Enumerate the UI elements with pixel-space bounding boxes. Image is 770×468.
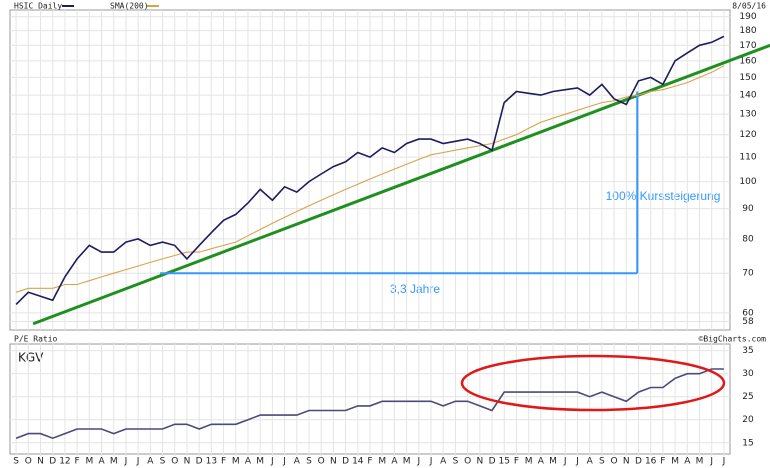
- x-tick-label: 16: [645, 457, 657, 467]
- x-tick-label: M: [403, 457, 411, 467]
- x-tick-label: F: [660, 457, 665, 467]
- y-tick-label: 30: [742, 369, 754, 379]
- x-tick-label: J: [575, 457, 579, 467]
- x-tick-label: O: [464, 457, 471, 467]
- series-line: [15, 65, 725, 293]
- trendline: [32, 43, 770, 326]
- x-tick-label: N: [476, 457, 483, 467]
- x-tick-label: S: [599, 457, 605, 467]
- x-tick-label: N: [330, 457, 337, 467]
- x-tick-label: F: [221, 457, 226, 467]
- x-tick-label: O: [171, 457, 178, 467]
- x-tick-label: N: [623, 457, 630, 467]
- pe-title: P/E Ratio: [14, 335, 58, 344]
- x-tick-label: N: [184, 457, 191, 467]
- x-tick-label: O: [318, 457, 325, 467]
- y-tick-label: 180: [739, 26, 756, 36]
- y-tick-label: 15: [742, 438, 753, 448]
- y-tick-label: 120: [739, 130, 756, 140]
- y-tick-label: 80: [742, 234, 754, 244]
- y-tick-label: 160: [739, 56, 756, 66]
- x-tick-label: M: [549, 457, 557, 467]
- x-tick-label: A: [98, 457, 105, 467]
- y-tick-label: 60: [742, 308, 754, 318]
- x-tick-label: M: [525, 457, 533, 467]
- x-tick-label: A: [147, 457, 154, 467]
- x-tick-label: M: [671, 457, 679, 467]
- x-tick-label: D: [49, 457, 56, 467]
- x-tick-label: N: [37, 457, 44, 467]
- date: 8/05/16: [732, 2, 766, 11]
- y-tick-label: 90: [742, 204, 754, 214]
- x-tick-label: A: [538, 457, 545, 467]
- x-tick-label: A: [391, 457, 398, 467]
- y-tick-label: 25: [742, 392, 753, 402]
- x-tick-label: A: [245, 457, 252, 467]
- x-tick-label: S: [306, 457, 312, 467]
- x-tick-label: D: [489, 457, 496, 467]
- y-tick-label: 130: [739, 110, 756, 120]
- x-tick-label: D: [342, 457, 349, 467]
- y-tick-label: 20: [742, 415, 754, 425]
- y-tick-label: 150: [739, 73, 756, 83]
- x-tick-label: A: [294, 457, 301, 467]
- x-tick-label: J: [270, 457, 274, 467]
- x-tick-label: D: [196, 457, 203, 467]
- y-tick-label: 170: [739, 41, 756, 51]
- x-tick-label: M: [85, 457, 93, 467]
- highlight-ellipse: [460, 354, 726, 412]
- x-tick-label: J: [563, 457, 567, 467]
- source: ©BigCharts.com: [699, 335, 767, 344]
- x-tick-label: F: [514, 457, 519, 467]
- x-tick-label: J: [722, 457, 726, 467]
- y-tick-label: 58: [742, 317, 754, 327]
- y-tick-label: 190: [739, 12, 756, 22]
- x-tick-label: J: [416, 457, 420, 467]
- y-tick-label: 35: [742, 346, 753, 356]
- y-tick-label: 110: [739, 153, 756, 163]
- series-line: [15, 35, 725, 305]
- x-tick-label: M: [110, 457, 118, 467]
- x-tick-label: J: [429, 457, 433, 467]
- x-tick-label: A: [684, 457, 691, 467]
- x-tick-label: S: [160, 457, 166, 467]
- x-tick-label: S: [453, 457, 459, 467]
- x-tick-label: F: [75, 457, 80, 467]
- pe-label: KGV: [18, 351, 44, 365]
- x-tick-label: M: [696, 457, 704, 467]
- series-line: [15, 368, 724, 440]
- x-tick-label: 13: [206, 457, 217, 467]
- x-tick-label: 15: [499, 457, 510, 467]
- x-tick-label: F: [367, 457, 372, 467]
- x-tick-label: D: [635, 457, 642, 467]
- x-tick-label: 12: [59, 457, 70, 467]
- y-tick-label: 70: [742, 269, 754, 279]
- width-label: 3,3 Jahre: [390, 282, 440, 296]
- legend-price: HSIC Daily: [14, 2, 62, 11]
- x-tick-label: M: [378, 457, 386, 467]
- x-tick-label: 14: [352, 457, 364, 467]
- y-tick-label: 140: [739, 91, 756, 101]
- x-tick-label: J: [124, 457, 128, 467]
- x-tick-label: O: [25, 457, 32, 467]
- x-tick-label: A: [587, 457, 594, 467]
- x-tick-label: O: [611, 457, 618, 467]
- legend-sma: SMA(200): [110, 2, 149, 11]
- x-tick-label: J: [136, 457, 140, 467]
- x-tick-label: M: [232, 457, 240, 467]
- x-tick-label: J: [282, 457, 286, 467]
- x-tick-label: M: [256, 457, 264, 467]
- y-tick-label: 100: [739, 177, 756, 187]
- x-tick-label: S: [13, 457, 19, 467]
- x-tick-label: J: [709, 457, 713, 467]
- x-tick-label: A: [440, 457, 447, 467]
